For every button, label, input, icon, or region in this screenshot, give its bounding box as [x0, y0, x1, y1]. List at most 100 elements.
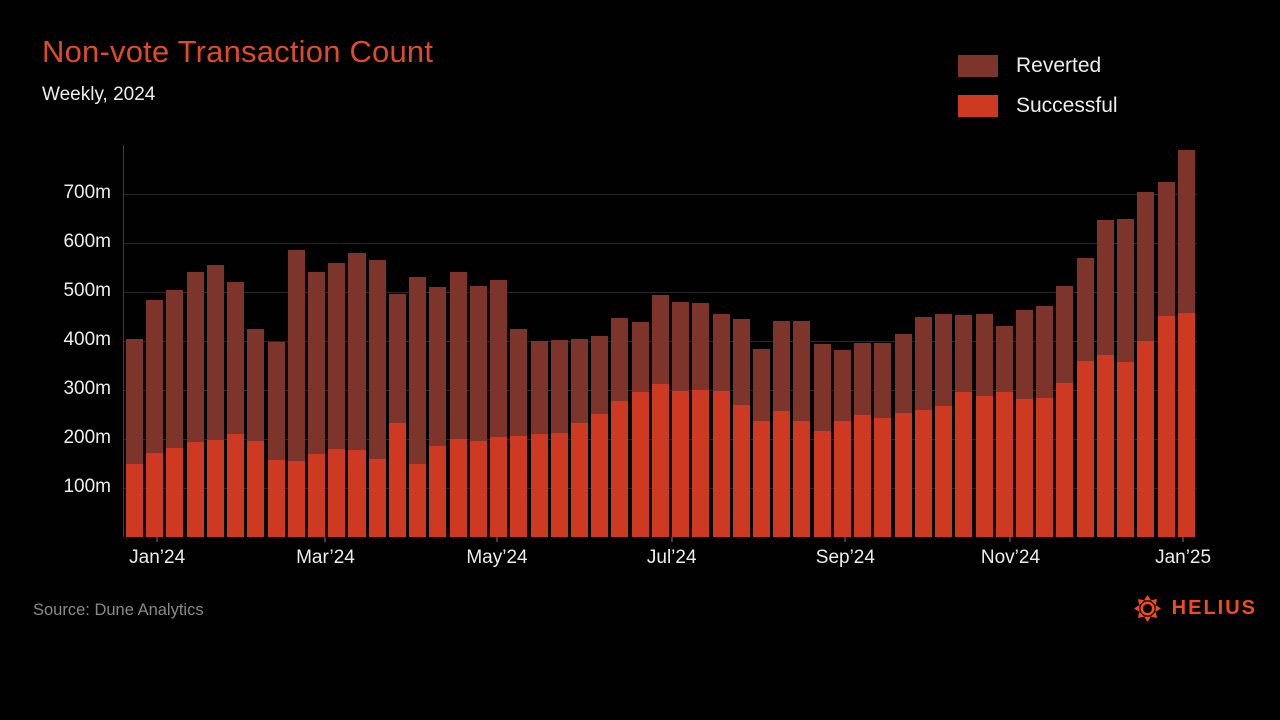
bar-week-15 — [409, 277, 427, 537]
bar-week-30-successful — [712, 390, 730, 537]
bar-week-42-successful — [955, 392, 973, 537]
bar-week-50 — [1117, 219, 1135, 537]
bar-week-8-reverted — [267, 341, 285, 461]
bar-week-11-successful — [328, 448, 346, 537]
page-title: Non-vote Transaction Count — [42, 34, 434, 69]
x-axis-label-Mar’24: Mar’24 — [296, 547, 355, 568]
bar-week-22-reverted — [550, 339, 568, 434]
bar-week-5-successful — [206, 439, 224, 537]
bar-week-6 — [227, 282, 245, 537]
bar-week-44-reverted — [995, 326, 1013, 393]
bar-week-39-reverted — [894, 334, 912, 413]
bar-week-20-reverted — [510, 328, 528, 437]
helius-logo: HELIUS — [1133, 594, 1257, 623]
bar-week-34-reverted — [793, 321, 811, 422]
bar-week-43-reverted — [975, 314, 993, 396]
bar-week-9-successful — [287, 460, 305, 537]
bar-week-35-reverted — [813, 344, 831, 431]
y-axis-label-300m: 300m — [63, 378, 111, 399]
bar-week-17-successful — [449, 439, 467, 537]
x-axis-label-Jul’24: Jul’24 — [646, 547, 697, 568]
bar-week-28-reverted — [672, 301, 690, 391]
bar-week-23-successful — [570, 423, 588, 537]
bar-week-25-successful — [611, 400, 629, 537]
bar-week-40 — [914, 316, 932, 537]
bar-week-42 — [955, 315, 973, 537]
bar-week-32 — [753, 349, 771, 537]
bar-week-47 — [1056, 285, 1074, 537]
y-axis-label-200m: 200m — [63, 427, 111, 448]
bar-week-9-reverted — [287, 250, 305, 461]
gridline-500m — [124, 292, 1197, 293]
bar-week-12 — [348, 252, 366, 537]
gridline-700m — [124, 194, 1197, 195]
bar-week-2 — [146, 300, 164, 537]
bar-week-35 — [813, 344, 831, 537]
bar-week-15-successful — [409, 463, 427, 537]
bar-week-12-reverted — [348, 252, 366, 451]
bar-week-34 — [793, 321, 811, 537]
bar-week-32-successful — [753, 421, 771, 537]
bar-week-27-successful — [651, 384, 669, 537]
bar-week-5-reverted — [206, 265, 224, 440]
bar-week-16-reverted — [429, 287, 447, 447]
bar-week-48-reverted — [1076, 258, 1094, 361]
bar-week-37 — [854, 343, 872, 537]
bar-week-48 — [1076, 258, 1094, 537]
bar-week-15-reverted — [409, 277, 427, 464]
plot-area: 100m 200m 300m 400m 500m 600m 700m Jan’24 Mar’24… — [63, 145, 1211, 568]
bar-week-25-reverted — [611, 317, 629, 401]
x-axis-tick-Nov’24 — [1009, 537, 1012, 542]
x-axis-label-May’24: May’24 — [466, 547, 528, 568]
bar-week-53-reverted — [1177, 149, 1195, 313]
bar-week-8 — [267, 341, 285, 537]
bar-week-18-successful — [469, 441, 487, 537]
bar-week-4-reverted — [186, 272, 204, 443]
bar-week-50-successful — [1117, 362, 1135, 537]
bar-week-17-reverted — [449, 272, 467, 439]
bar-week-11 — [328, 262, 346, 537]
bar-week-10-reverted — [308, 272, 326, 455]
bar-week-3-reverted — [166, 289, 184, 448]
bar-week-29 — [692, 303, 710, 537]
bar-week-20-successful — [510, 436, 528, 537]
bar-week-26-reverted — [631, 322, 649, 392]
bar-week-38 — [874, 343, 892, 537]
bar-week-37-reverted — [854, 343, 872, 415]
bar-week-32-reverted — [753, 349, 771, 422]
bar-week-25 — [611, 317, 629, 537]
source-note: Source: Dune Analytics — [33, 601, 204, 619]
bar-week-9 — [287, 250, 305, 537]
bar-week-13 — [368, 260, 386, 537]
legend-label-successful: Successful — [1016, 94, 1118, 117]
bar-week-7-successful — [247, 441, 265, 537]
bar-week-28-successful — [672, 390, 690, 537]
y-axis-label-500m: 500m — [63, 280, 111, 301]
page-subtitle: Weekly, 2024 — [42, 84, 156, 105]
bar-week-28 — [672, 301, 690, 537]
bar-week-49-reverted — [1096, 219, 1114, 356]
bar-week-5 — [206, 265, 224, 537]
bar-week-41-reverted — [935, 314, 953, 407]
y-axis-label-100m: 100m — [63, 476, 111, 497]
bar-week-51-reverted — [1137, 192, 1155, 341]
bar-week-30-reverted — [712, 314, 730, 391]
bar-week-3 — [166, 289, 184, 537]
bar-week-33-successful — [773, 411, 791, 537]
bar-week-39 — [894, 334, 912, 537]
bar-week-30 — [712, 314, 730, 537]
bar-week-34-successful — [793, 421, 811, 537]
bar-week-22-successful — [550, 433, 568, 537]
bar-week-38-successful — [874, 418, 892, 537]
bar-week-22 — [550, 339, 568, 537]
bar-week-51 — [1137, 192, 1155, 537]
y-axis-label-700m: 700m — [63, 182, 111, 203]
bar-week-49-successful — [1096, 355, 1114, 537]
bar-week-1-successful — [126, 463, 144, 537]
bar-week-6-reverted — [227, 282, 245, 435]
bar-week-41 — [935, 314, 953, 537]
bar-week-1-reverted — [126, 338, 144, 464]
bar-week-40-successful — [914, 410, 932, 537]
bar-week-47-successful — [1056, 383, 1074, 537]
